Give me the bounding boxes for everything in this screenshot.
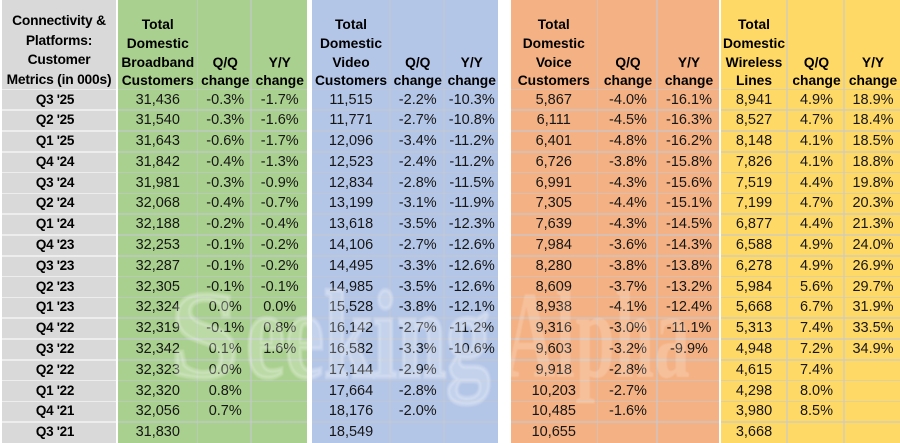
svg-text:eeking: eeking bbox=[246, 267, 490, 405]
svg-text:Alpha: Alpha bbox=[504, 267, 690, 405]
svg-text:S: S bbox=[170, 267, 240, 405]
